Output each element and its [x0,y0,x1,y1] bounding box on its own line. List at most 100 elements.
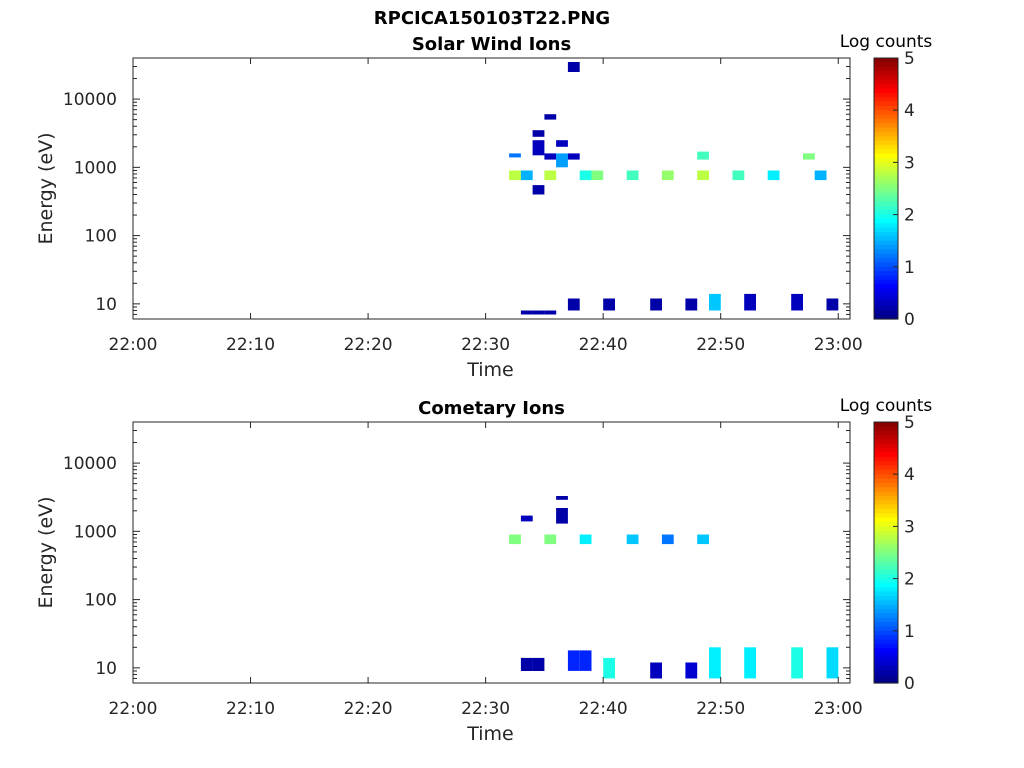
colorbar-segment [874,153,898,159]
colorbar-segment [874,62,898,68]
data-cell [567,298,580,311]
data-cell [661,534,674,545]
x-tick-label: 22:50 [696,699,745,719]
colorbar-segment [874,665,898,671]
colorbar-segment [874,591,898,597]
colorbar-segment [874,145,898,150]
colorbar-segment [874,461,898,467]
data-cell [544,310,557,315]
data-cell [544,153,557,160]
colorbar-segment [874,674,898,680]
colorbar-segment [874,648,898,654]
data-cell [767,170,780,181]
colorbar-segment [874,500,898,506]
colorbar-segment [874,569,898,575]
figure-title: RPCICA150103T22.PNG [373,8,611,29]
data-cell [509,534,521,545]
x-tick-label: 22:20 [344,335,393,355]
data-cell [567,62,580,72]
y-axis-label: Energy (eV) [35,496,57,608]
y-tick-label: 1000 [74,522,117,542]
data-cell [579,170,592,181]
colorbar-segment [874,439,898,445]
data-cell [520,310,533,315]
colorbar-segment [874,292,898,298]
colorbar-segment [874,487,898,493]
colorbar-segment [874,88,898,94]
colorbar-segment [874,101,898,107]
colorbar-segment [874,600,898,606]
x-tick-label: 22:30 [461,335,510,355]
colorbar-segment [874,97,898,103]
data-cell [520,515,533,522]
colorbar-segment [874,210,898,216]
panel-title: Cometary Ions [418,398,565,419]
colorbar-segment [874,491,898,497]
data-cell [556,496,568,500]
colorbar-segment [874,565,898,571]
colorbar-tick-label: 0 [904,674,915,694]
colorbar-segment [874,110,898,116]
colorbar-segment [874,430,898,436]
colorbar-segment [874,578,898,584]
colorbar-segment [874,253,898,259]
plot-frame [132,57,851,320]
data-cell [591,170,604,181]
data-cell [803,153,815,160]
colorbar-segment [874,288,898,294]
colorbar-segment [874,443,898,449]
colorbar-segment [874,131,898,137]
colorbar-segment [874,556,898,562]
colorbar-tick-label: 4 [904,465,915,485]
colorbar-tick-label: 0 [904,310,915,330]
plot-frame [132,421,851,684]
data-cell [509,153,521,158]
colorbar-segment [874,79,898,85]
data-cell [544,170,557,181]
colorbar-segment [874,123,898,129]
colorbar-segment [874,214,898,220]
colorbar-segment [874,456,898,462]
colorbar-segment [874,205,898,211]
colorbar-segment [874,678,898,684]
colorbar-segment [874,582,898,588]
data-cell [579,534,592,545]
colorbar-segment [874,469,898,475]
y-tick-label: 100 [85,227,117,247]
colorbar-segment [874,284,898,290]
colorbar-segment [874,218,898,224]
data-cell [826,298,839,311]
colorbar-segment [874,587,898,593]
colorbar-segment [874,513,898,519]
colorbar-segment [874,305,898,311]
colorbar-segment [874,105,898,111]
plot-area [133,422,850,683]
colorbar-segment [874,192,898,198]
colorbar-segment [874,266,898,272]
colorbar-tick-label: 2 [904,206,915,226]
data-cell [544,114,557,120]
data-cell [556,153,568,168]
data-cell [697,151,709,160]
colorbar-segment [874,596,898,601]
colorbar-segment [874,314,898,320]
data-cell [567,153,580,160]
x-tick-label: 22:50 [696,335,745,355]
colorbar-segment [874,435,898,440]
colorbar-segment [874,184,898,190]
colorbar-tick-label: 3 [904,517,915,537]
colorbar-segment [874,478,898,484]
colorbar-segment [874,162,898,168]
colorbar-segment [874,495,898,501]
data-cell [814,170,827,181]
colorbar-segment [874,84,898,90]
colorbar-segment [874,669,898,675]
colorbar-segment [874,465,898,471]
panel-title: Solar Wind Ions [412,34,571,55]
data-cell [791,647,803,679]
solar-wind-ions-panel: Solar Wind Ions 22:00 22:10 22:20 22:30 22:40… [35,32,932,381]
colorbar-segment [874,539,898,545]
colorbar-segment [874,482,898,488]
